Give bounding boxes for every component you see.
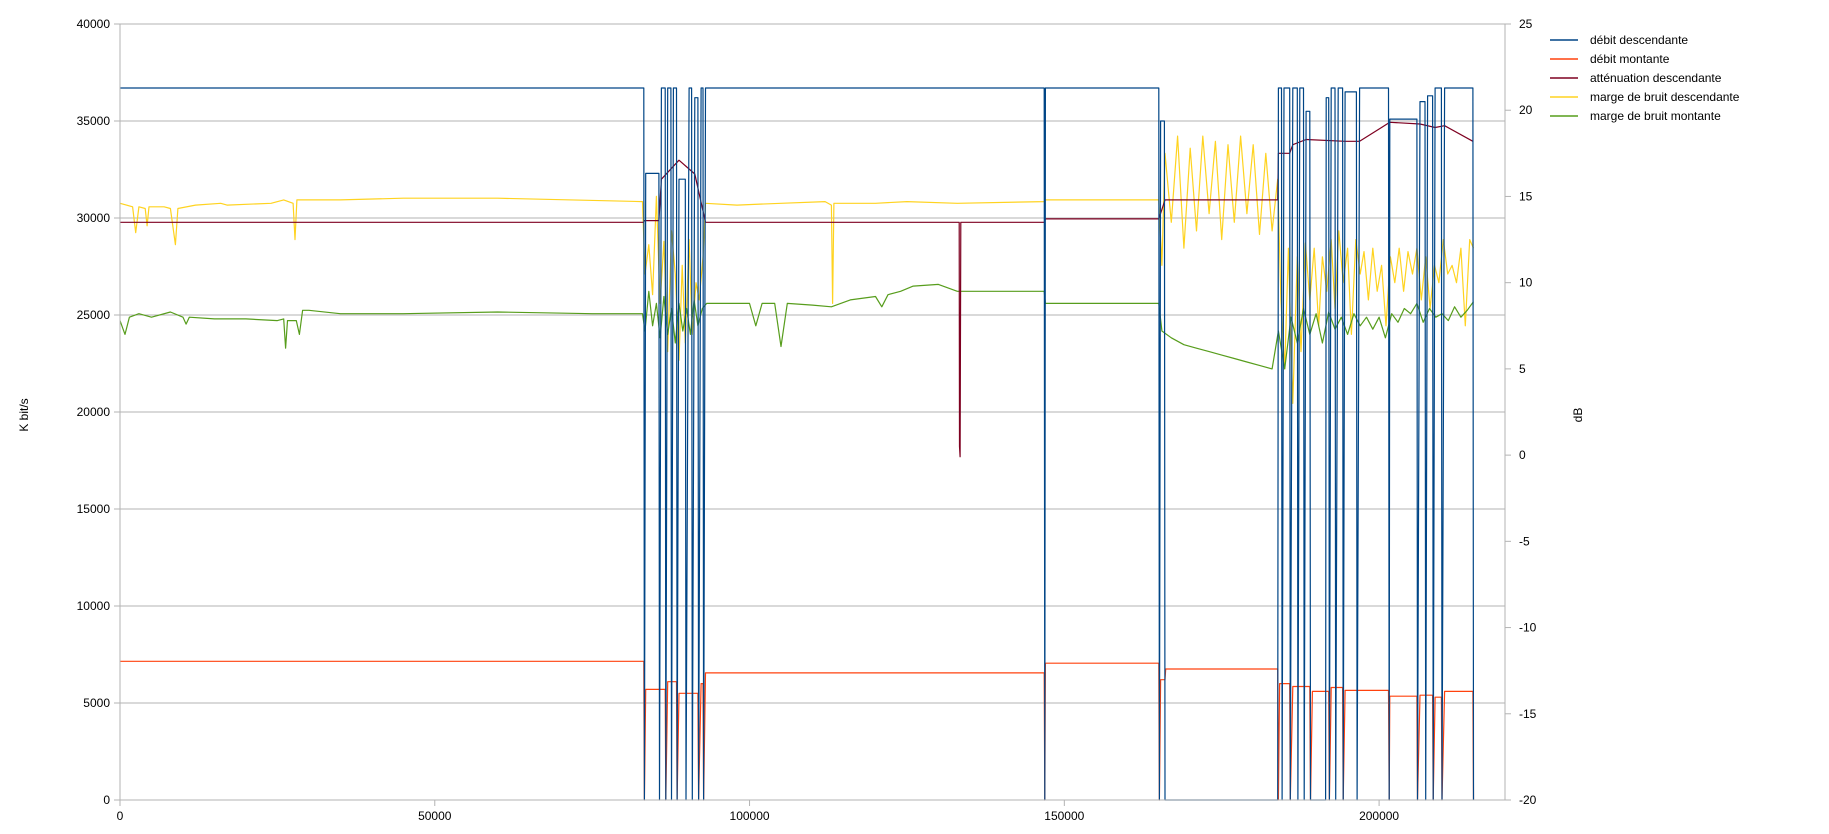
plot-series xyxy=(119,87,1475,801)
y-right-tick-label: 5 xyxy=(1519,362,1526,376)
x-axis-ticks: 0 50000 100000 150000 200000 xyxy=(117,800,1399,823)
y-right-tick-label: -10 xyxy=(1519,621,1537,635)
legend-label: marge de bruit descendante xyxy=(1590,90,1740,104)
y-right-axis-ticks: -20 -15 -10 -5 0 5 10 15 20 25 xyxy=(1505,17,1537,807)
x-tick-label: 0 xyxy=(117,809,124,823)
y-left-tick-label: 30000 xyxy=(77,211,111,225)
y-left-tick-label: 0 xyxy=(103,793,110,807)
x-tick-label: 100000 xyxy=(730,809,770,823)
y-right-tick-label: 15 xyxy=(1519,189,1533,203)
y-left-tick-label: 5000 xyxy=(83,696,110,710)
y-left-tick-label: 20000 xyxy=(77,405,111,419)
legend-label: débit descendante xyxy=(1590,33,1688,47)
y-right-tick-label: -5 xyxy=(1519,534,1530,548)
y-right-tick-label: -20 xyxy=(1519,793,1537,807)
series-line-debit-descendante xyxy=(120,87,1475,801)
y-right-tick-label: -15 xyxy=(1519,707,1537,721)
y-right-tick-label: 0 xyxy=(1519,448,1526,462)
series-line-marge-de-bruit-descendante xyxy=(119,135,1475,404)
y-left-tick-label: 35000 xyxy=(77,114,111,128)
y-left-tick-label: 40000 xyxy=(77,17,111,31)
y-right-axis-title: dB xyxy=(1571,408,1585,423)
legend: débit descendante débit montante atténuati… xyxy=(1550,33,1740,123)
y-left-axis-title: K bit/s xyxy=(17,398,31,431)
x-tick-label: 150000 xyxy=(1044,809,1084,823)
y-right-tick-label: 10 xyxy=(1519,276,1533,290)
y-left-axis-ticks: 0 5000 10000 15000 20000 25000 30000 35000 40000 xyxy=(77,17,120,807)
x-tick-label: 50000 xyxy=(418,809,452,823)
y-left-tick-label: 25000 xyxy=(77,308,111,322)
y-right-tick-label: 20 xyxy=(1519,103,1533,117)
y-right-tick-label: 25 xyxy=(1519,17,1533,31)
legend-label: atténuation descendante xyxy=(1590,71,1722,85)
legend-label: marge de bruit montante xyxy=(1590,109,1721,123)
series-line-marge-de-bruit-montante xyxy=(119,283,1474,370)
y-left-tick-label: 15000 xyxy=(77,502,111,516)
x-tick-label: 200000 xyxy=(1359,809,1399,823)
legend-label: débit montante xyxy=(1590,52,1670,66)
y-left-tick-label: 10000 xyxy=(77,599,111,613)
grid-lines xyxy=(120,23,1505,801)
series-line-debit-montante xyxy=(120,660,1475,801)
series-line-attenuation-descendante xyxy=(120,121,1474,458)
